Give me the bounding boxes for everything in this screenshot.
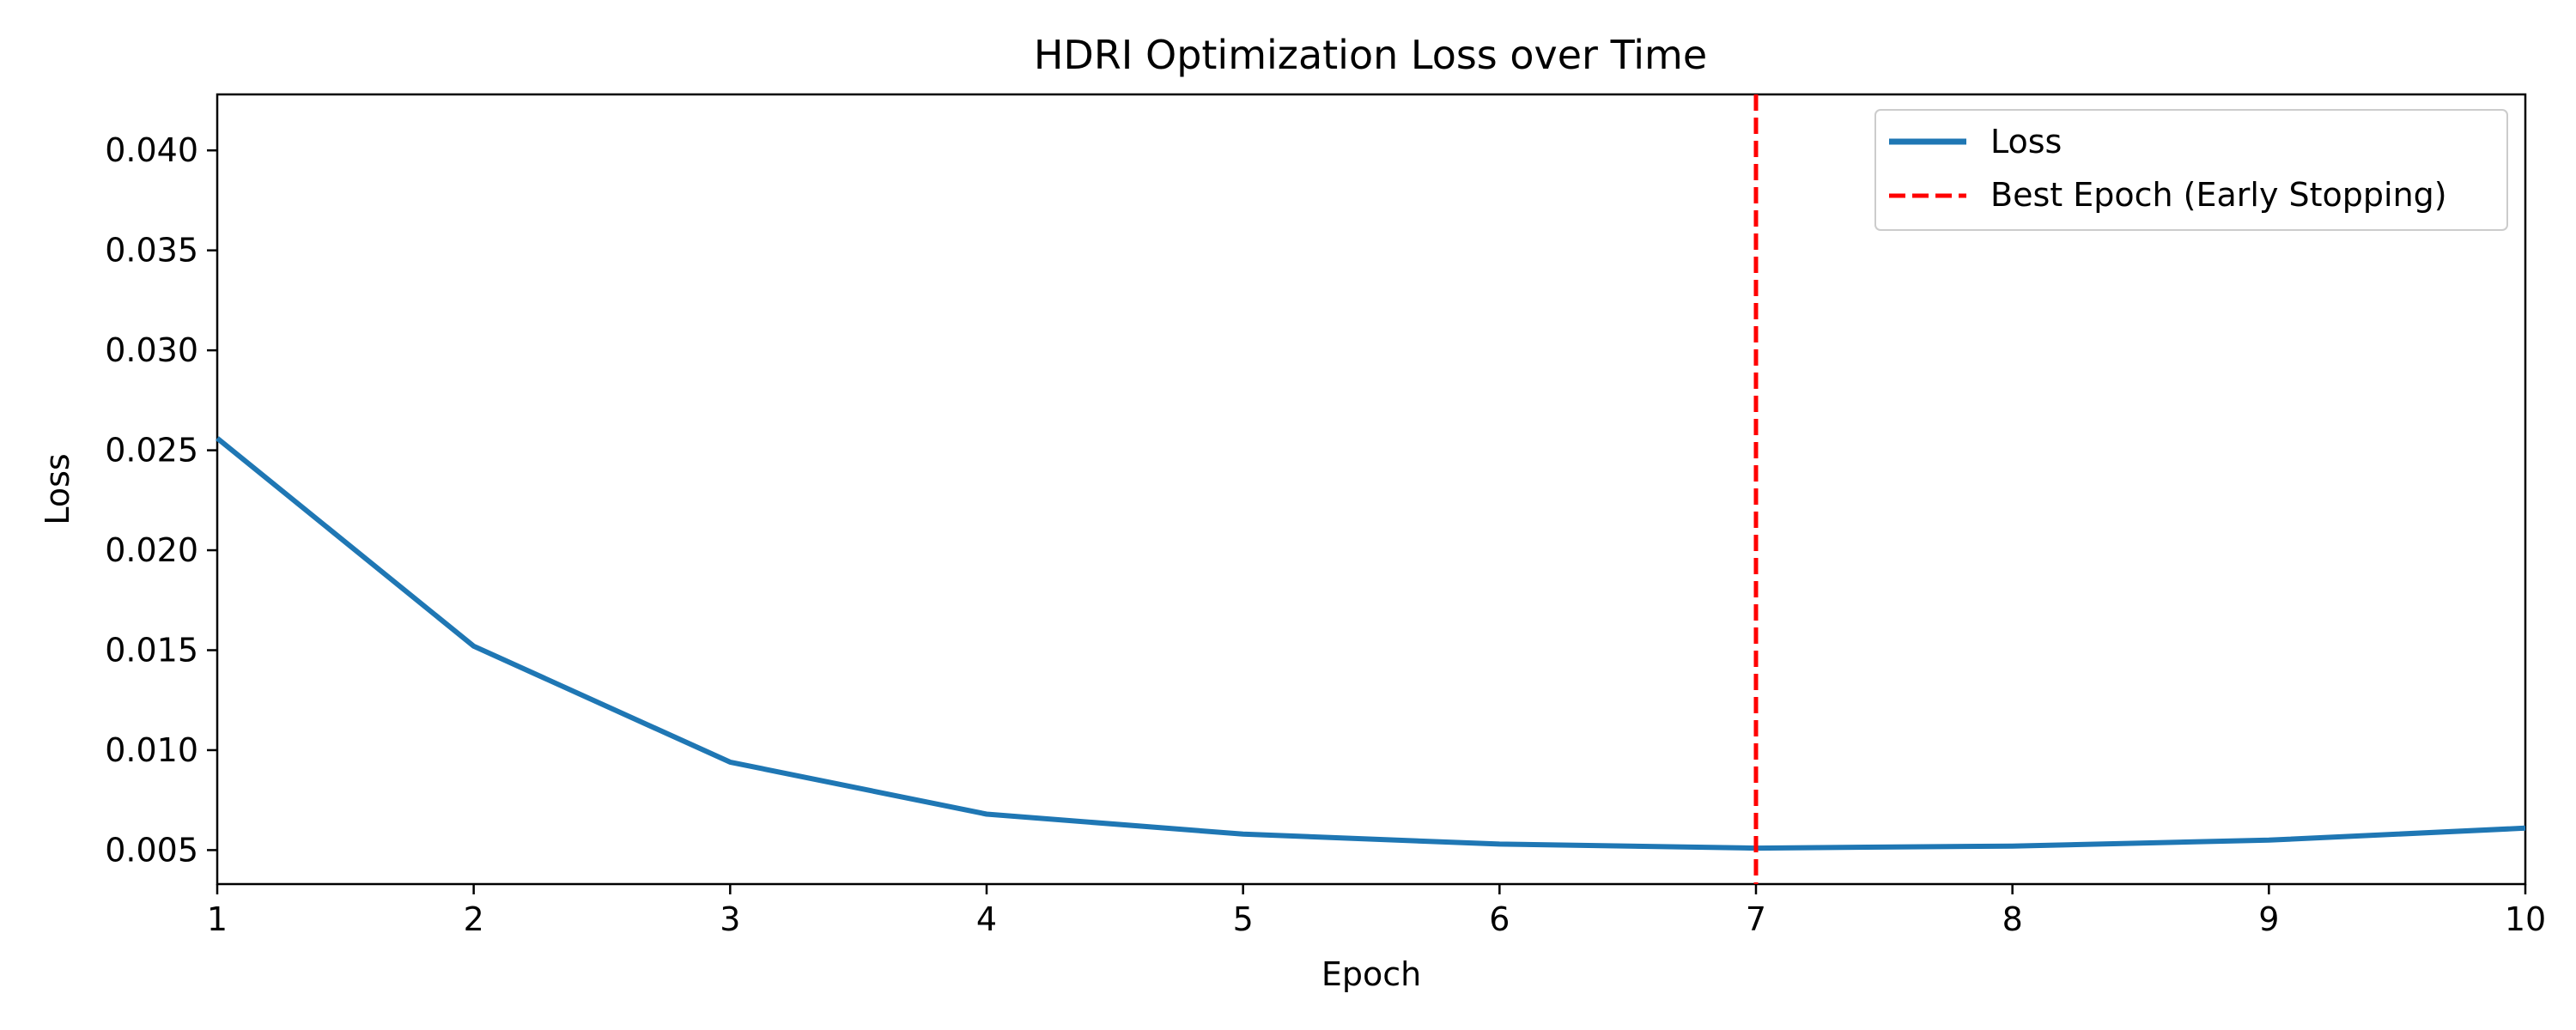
x-tick-label: 2: [464, 900, 484, 938]
y-axis-label: Loss: [39, 453, 76, 524]
legend-label-loss: Loss: [1990, 123, 2062, 161]
y-tick-label: 0.040: [105, 131, 198, 169]
y-tick-label: 0.020: [105, 531, 198, 569]
x-tick-label: 3: [720, 900, 740, 938]
y-tick-label: 0.035: [105, 232, 198, 270]
x-tick-label: 4: [976, 900, 997, 938]
x-tick-label: 8: [2002, 900, 2023, 938]
x-axis: 1 2 3 4 5 6 7 8 9 10: [207, 884, 2546, 938]
y-tick-label: 0.005: [105, 831, 198, 869]
x-tick-label: 7: [1746, 900, 1766, 938]
legend: Loss Best Epoch (Early Stopping): [1874, 109, 2508, 231]
chart-title: HDRI Optimization Loss over Time: [1034, 32, 1707, 78]
x-tick-label: 6: [1489, 900, 1510, 938]
series-layer: [216, 436, 2526, 851]
series-line-loss: [216, 436, 2526, 851]
x-tick-label: 1: [207, 900, 228, 938]
x-tick-label: 9: [2258, 900, 2279, 938]
y-tick-label: 0.010: [105, 731, 198, 769]
x-tick-label: 10: [2505, 900, 2546, 938]
legend-frame: [1874, 109, 2508, 231]
y-tick-label: 0.025: [105, 432, 198, 470]
x-tick-label: 5: [1233, 900, 1254, 938]
x-axis-label: Epoch: [1321, 955, 1421, 993]
y-tick-label: 0.030: [105, 331, 198, 369]
legend-label-best-epoch: Best Epoch (Early Stopping): [1990, 176, 2447, 214]
y-axis: 0.005 0.010 0.015 0.020 0.025 0.030 0.035 0.040: [105, 131, 217, 869]
y-tick-label: 0.015: [105, 631, 198, 669]
